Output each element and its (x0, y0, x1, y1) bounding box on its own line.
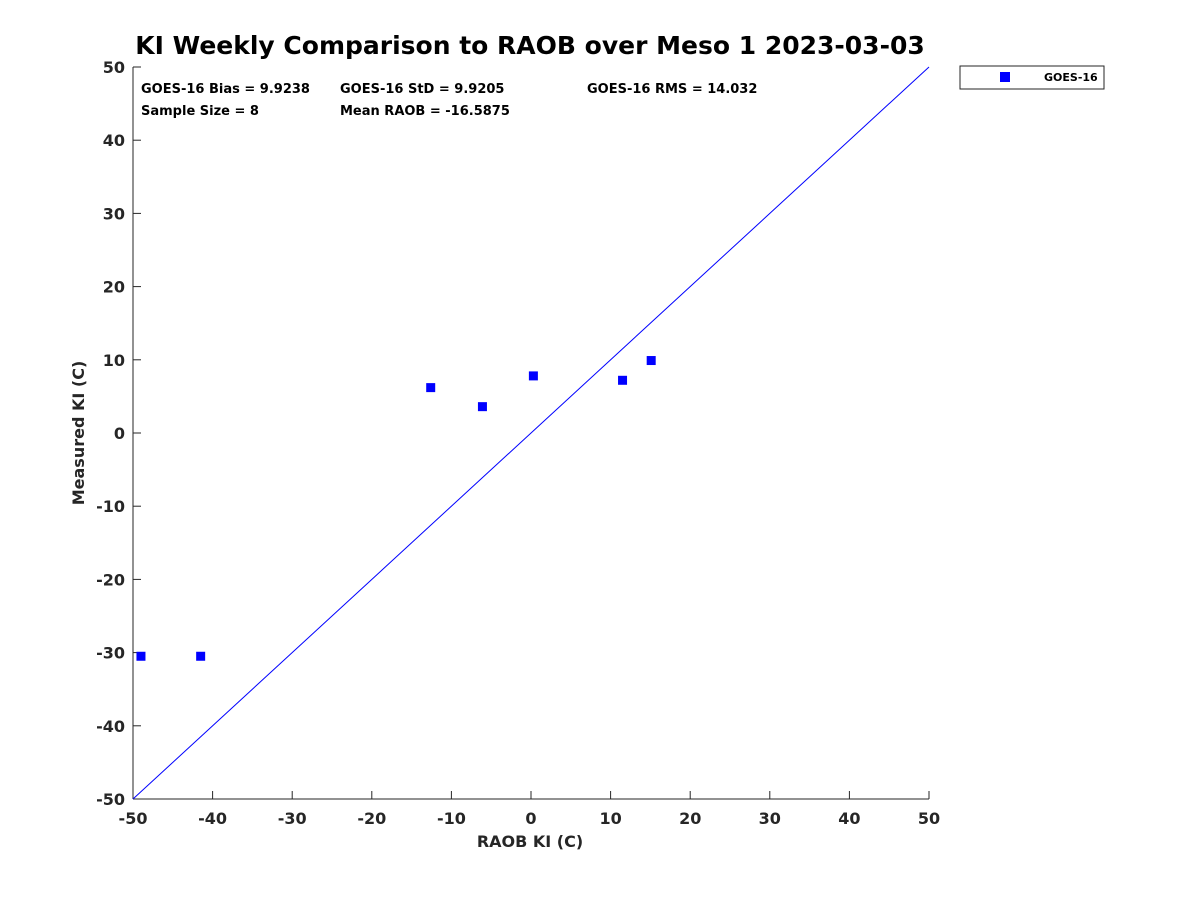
data-points (136, 356, 656, 661)
y-tick-label: 50 (103, 58, 125, 77)
y-tick-label: 20 (103, 278, 125, 297)
data-point (426, 383, 436, 393)
x-axis-label: RAOB KI (C) (477, 832, 583, 851)
y-tick-label: 10 (103, 351, 125, 370)
x-tick-label: -10 (437, 809, 466, 828)
plot-area: -50 -40 -30 -20 -10 0 10 20 30 40 50 -50-40-30-20-… (96, 58, 940, 828)
y-tick-label: 30 (103, 204, 125, 223)
x-tick-label: -30 (278, 809, 307, 828)
x-ticks: -50 -40 -30 -20 -10 0 10 20 30 40 50 (119, 791, 940, 828)
legend-label: GOES-16 (1044, 71, 1098, 84)
y-axis-label: Measured KI (C) (69, 361, 88, 506)
stat-sample-size: Sample Size = 8 (141, 104, 259, 119)
x-tick-label: 20 (679, 809, 701, 828)
y-tick-label: -10 (96, 497, 125, 516)
y-tick-label: 0 (114, 424, 125, 443)
x-tick-label: 50 (918, 809, 940, 828)
stats-block: GOES-16 Bias = 9.9238 GOES-16 StD = 9.92… (141, 82, 757, 119)
x-tick-label: 0 (525, 809, 536, 828)
stat-rms: GOES-16 RMS = 14.032 (587, 82, 757, 97)
x-tick-label: -50 (119, 809, 148, 828)
x-tick-label: 30 (759, 809, 781, 828)
y-ticks: -50 -40 -30 -20 -10 0 10 20 30 40 50 (96, 58, 141, 809)
x-tick-label: 10 (599, 809, 621, 828)
stat-mean-raob: Mean RAOB = -16.5875 (340, 104, 510, 119)
y-tick-label: -50 (96, 790, 125, 809)
data-point (528, 371, 538, 381)
stat-bias: GOES-16 Bias = 9.9238 (141, 82, 310, 97)
x-tick-label: 40 (838, 809, 860, 828)
y-tick-label: -40 (96, 717, 125, 736)
legend-box (959, 65, 1105, 90)
x-tick-label: -20 (357, 809, 386, 828)
data-point (646, 356, 656, 366)
data-point (136, 651, 146, 661)
data-point (196, 651, 206, 661)
y-tick-label: -20 (96, 570, 125, 589)
y-tick-label: -30 (96, 644, 125, 663)
legend-marker (1000, 72, 1010, 82)
one-to-one-line (132, 66, 930, 800)
legend: GOES-16 (959, 65, 1105, 90)
y-tick-label: 40 (103, 131, 125, 150)
data-point (477, 402, 487, 412)
x-tick-label: -40 (198, 809, 227, 828)
chart-title: KI Weekly Comparison to RAOB over Meso 1… (135, 31, 924, 60)
data-point (618, 375, 628, 385)
stat-std: GOES-16 StD = 9.9205 (340, 82, 504, 97)
